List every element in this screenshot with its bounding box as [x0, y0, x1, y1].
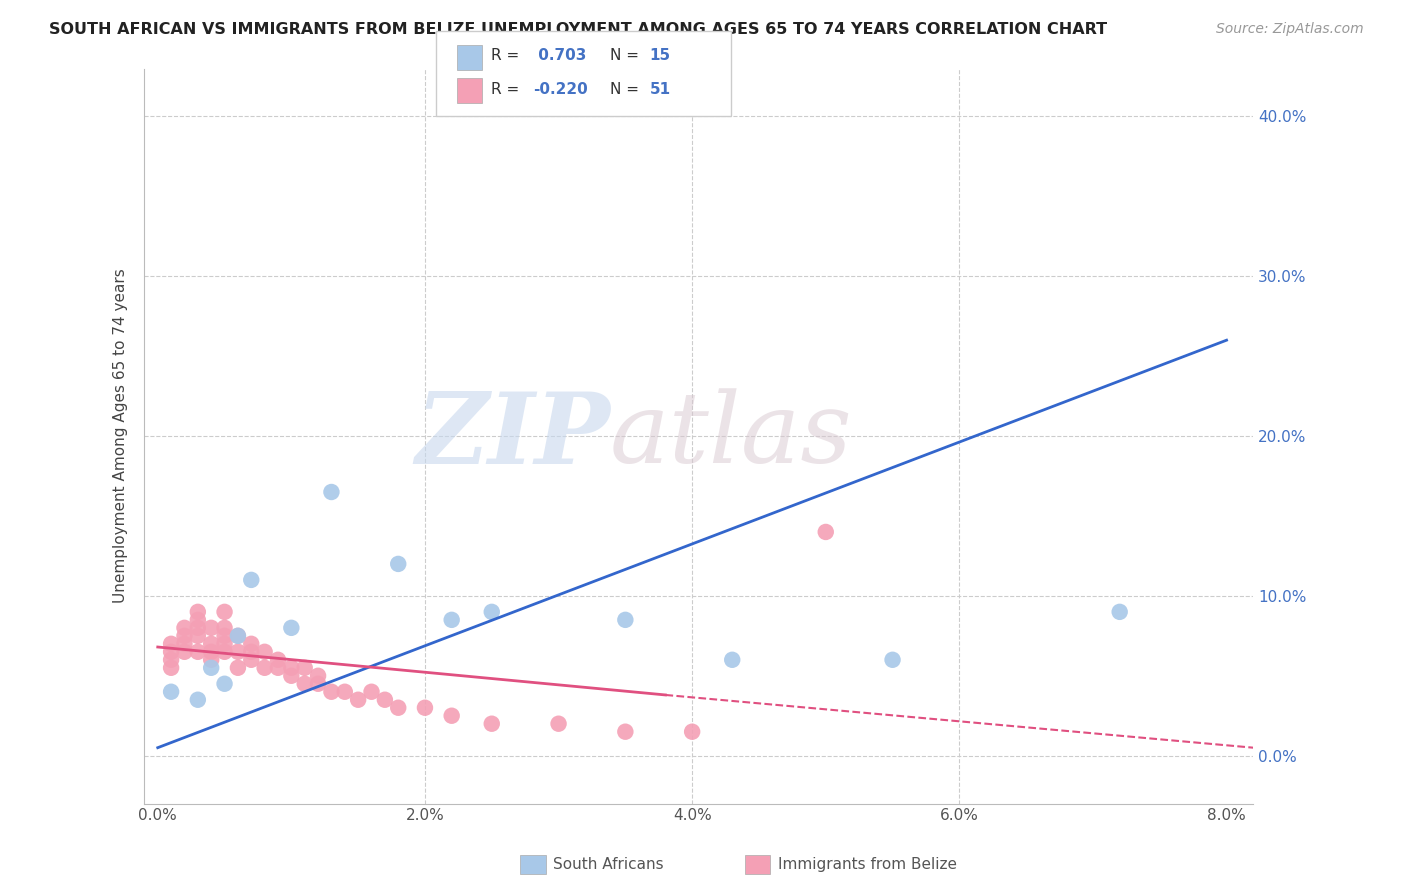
Point [160, 685, 183, 699]
Point [240, 653, 263, 667]
Point [173, 645, 195, 659]
Point [721, 653, 744, 667]
Point [187, 645, 209, 659]
Point [214, 677, 236, 691]
Point [321, 685, 343, 699]
Point [200, 661, 222, 675]
Point [280, 661, 302, 675]
Point [187, 692, 209, 706]
Point [214, 605, 236, 619]
Point [307, 669, 329, 683]
Text: South Africans: South Africans [553, 857, 664, 871]
Point [440, 613, 463, 627]
Point [226, 645, 249, 659]
Point [360, 685, 382, 699]
Point [173, 629, 195, 643]
Point [440, 708, 463, 723]
Point [160, 637, 183, 651]
Point [187, 613, 209, 627]
Text: -0.220: -0.220 [533, 82, 588, 96]
Point [173, 637, 195, 651]
Point [160, 661, 183, 675]
Text: 15: 15 [650, 48, 671, 62]
Point [1108, 605, 1130, 619]
Point [200, 645, 222, 659]
Point [267, 661, 290, 675]
Point [214, 629, 236, 643]
Point [240, 573, 263, 587]
Point [413, 700, 436, 714]
Y-axis label: Unemployment Among Ages 65 to 74 years: Unemployment Among Ages 65 to 74 years [114, 268, 128, 604]
Point [614, 724, 637, 739]
Point [321, 485, 343, 500]
Point [214, 637, 236, 651]
Point [200, 637, 222, 651]
Text: ZIP: ZIP [415, 388, 610, 484]
Text: atlas: atlas [610, 388, 853, 483]
Point [160, 645, 183, 659]
Point [173, 621, 195, 635]
Point [226, 629, 249, 643]
Text: Immigrants from Belize: Immigrants from Belize [778, 857, 956, 871]
Point [200, 653, 222, 667]
Point [481, 605, 503, 619]
Point [187, 629, 209, 643]
Point [374, 692, 396, 706]
Point [240, 645, 263, 659]
Text: R =: R = [491, 82, 524, 96]
Point [160, 653, 183, 667]
Point [387, 700, 409, 714]
Point [280, 669, 302, 683]
Text: 0.703: 0.703 [533, 48, 586, 62]
Point [267, 653, 290, 667]
Point [547, 716, 569, 731]
Text: Source: ZipAtlas.com: Source: ZipAtlas.com [1216, 22, 1364, 37]
Point [214, 645, 236, 659]
Point [280, 621, 302, 635]
Point [240, 637, 263, 651]
Point [481, 716, 503, 731]
Text: SOUTH AFRICAN VS IMMIGRANTS FROM BELIZE UNEMPLOYMENT AMONG AGES 65 TO 74 YEARS C: SOUTH AFRICAN VS IMMIGRANTS FROM BELIZE … [49, 22, 1108, 37]
Text: 51: 51 [650, 82, 671, 96]
Point [294, 661, 316, 675]
Point [200, 621, 222, 635]
Point [226, 661, 249, 675]
Point [253, 645, 276, 659]
Text: N =: N = [610, 82, 644, 96]
Point [187, 605, 209, 619]
Point [226, 629, 249, 643]
Text: N =: N = [610, 48, 644, 62]
Point [253, 661, 276, 675]
Point [882, 653, 904, 667]
Point [214, 621, 236, 635]
Point [307, 677, 329, 691]
Point [387, 557, 409, 571]
Point [681, 724, 703, 739]
Point [814, 524, 837, 539]
Point [347, 692, 370, 706]
Point [294, 677, 316, 691]
Point [614, 613, 637, 627]
Point [333, 685, 356, 699]
Point [187, 621, 209, 635]
Text: R =: R = [491, 48, 524, 62]
